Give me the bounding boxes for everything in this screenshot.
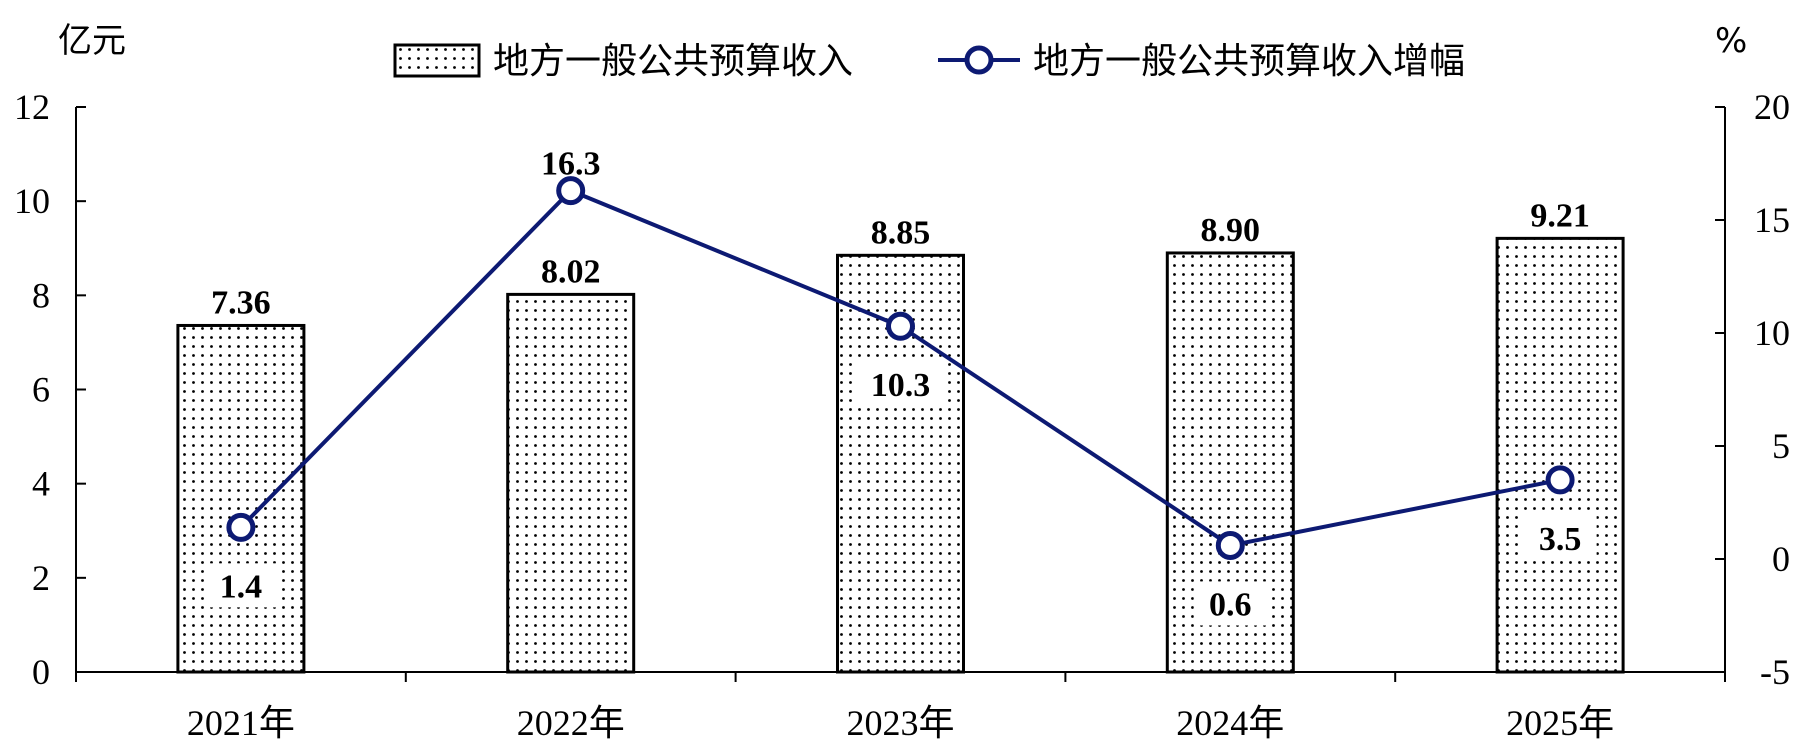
- growth-point: [226, 512, 256, 542]
- growth-point: [556, 176, 586, 206]
- right-tick-label: 0: [1772, 539, 1790, 579]
- legend-line-marker: [964, 45, 994, 75]
- point-value-label: 3.5: [1539, 521, 1582, 558]
- left-tick-label: 4: [32, 464, 50, 504]
- right-tick-label: 20: [1754, 87, 1790, 127]
- bar-value-label: 8.85: [871, 214, 931, 251]
- left-tick-label: 8: [32, 275, 50, 315]
- bar: [1495, 236, 1625, 674]
- point-value-label: 16.3: [541, 146, 601, 183]
- right-axis-unit: %: [1715, 21, 1747, 61]
- left-tick-label: 0: [32, 652, 50, 692]
- point-value-label: 10.3: [871, 367, 931, 404]
- x-category-label: 2021年: [187, 703, 295, 743]
- growth-point: [886, 311, 915, 341]
- point-label-bg: [1193, 581, 1267, 626]
- point-label-bg: [854, 362, 947, 407]
- legend-line-label: 地方一般公共预算收入增幅: [1033, 41, 1465, 82]
- x-category-label: 2023年: [846, 703, 954, 743]
- point-label-bg: [204, 563, 278, 608]
- bar-value-label: 8.90: [1201, 212, 1261, 249]
- legend: 地方一般公共预算收入 地方一般公共预算收入增幅: [393, 41, 1465, 82]
- left-tick-label: 6: [32, 370, 50, 410]
- left-tick-label: 2: [32, 558, 50, 598]
- growth-point: [1545, 465, 1575, 495]
- right-tick-label: -5: [1760, 652, 1790, 692]
- x-category-label: 2024年: [1176, 703, 1284, 743]
- bar-value-label: 8.02: [541, 253, 601, 290]
- legend-bar-label: 地方一般公共预算收入: [493, 41, 853, 82]
- right-tick-label: 15: [1754, 200, 1790, 240]
- growth-point: [1215, 530, 1245, 560]
- bar: [176, 323, 306, 674]
- left-tick-label: 10: [14, 181, 50, 221]
- right-tick-label: 10: [1754, 313, 1790, 353]
- legend-bar-swatch: [393, 43, 481, 78]
- right-tick-label: 5: [1772, 426, 1790, 466]
- point-label-bg: [1523, 515, 1597, 560]
- bar-value-label: 9.21: [1530, 197, 1590, 234]
- x-category-label: 2022年: [517, 703, 625, 743]
- left-tick-label: 12: [14, 87, 50, 127]
- point-value-label: 1.4: [220, 568, 263, 605]
- x-category-label: 2025年: [1506, 703, 1614, 743]
- left-axis-unit: 亿元: [58, 21, 126, 61]
- bar-value-label: 7.36: [211, 284, 271, 321]
- bar: [506, 292, 636, 674]
- point-value-label: 0.6: [1209, 586, 1252, 623]
